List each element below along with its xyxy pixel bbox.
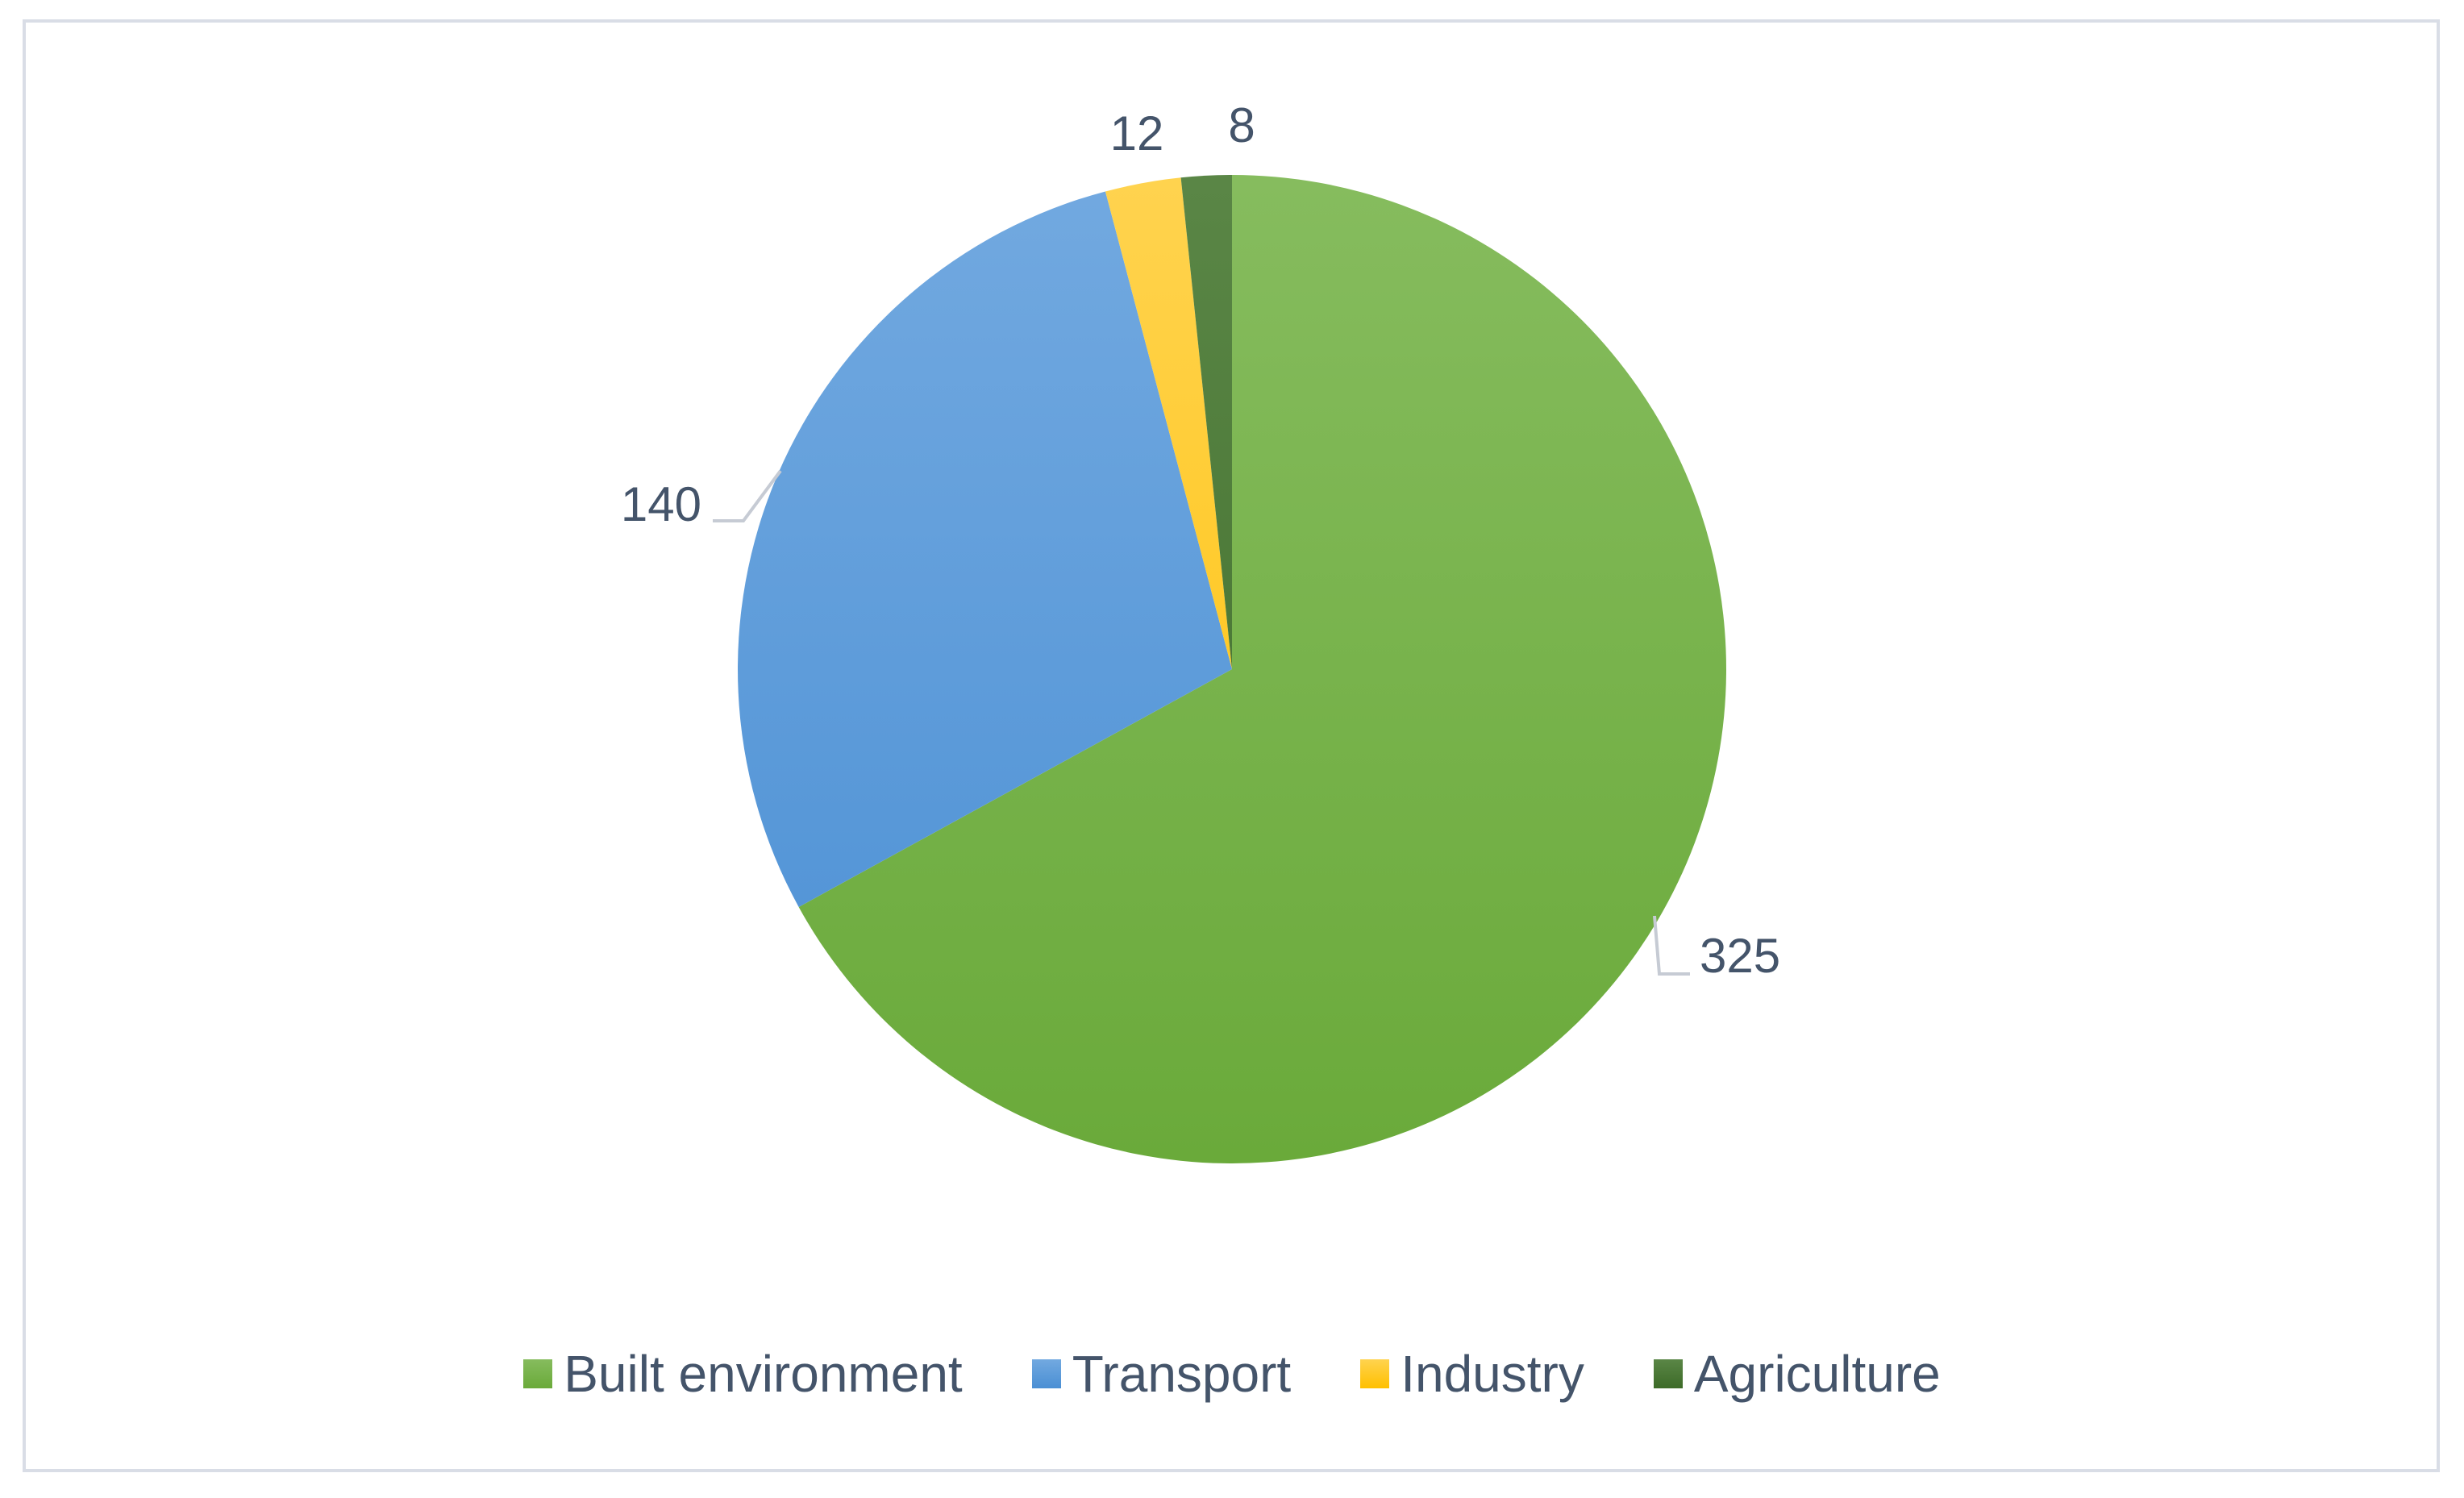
data-label-agriculture: 8 [1228,98,1255,152]
leader-line-built-environment [1653,915,1690,976]
data-label-industry: 12 [1110,106,1164,160]
legend-swatch-agriculture [1653,1359,1683,1388]
legend: Built environment Transport Industry Agr… [0,1342,2464,1406]
data-label-built-environment: 325 [1700,929,1780,983]
legend-item-transport[interactable]: Transport [1031,1345,1292,1403]
legend-item-industry[interactable]: Industry [1360,1348,1584,1400]
pie-slice-transport[interactable] [738,191,1232,907]
pie-slice-industry[interactable] [1105,177,1232,670]
legend-label-industry: Industry [1401,1345,1584,1403]
legend-item-agriculture[interactable]: Agriculture [1653,1345,1941,1403]
pie-slice-agriculture[interactable] [1180,175,1232,669]
legend-label-agriculture: Agriculture [1693,1345,1941,1403]
legend-swatch-built-environment [523,1359,553,1388]
legend-swatch-transport [1031,1359,1061,1388]
legend-label-built-environment: Built environment [564,1345,963,1403]
data-label-transport: 140 [621,477,701,531]
pie-slice-built-environment[interactable] [798,175,1726,1163]
legend-label-transport: Transport [1072,1345,1292,1403]
legend-swatch-industry [1360,1359,1390,1388]
legend-item-built-environment[interactable]: Built environment [523,1345,963,1403]
leader-line-transport [713,469,782,522]
